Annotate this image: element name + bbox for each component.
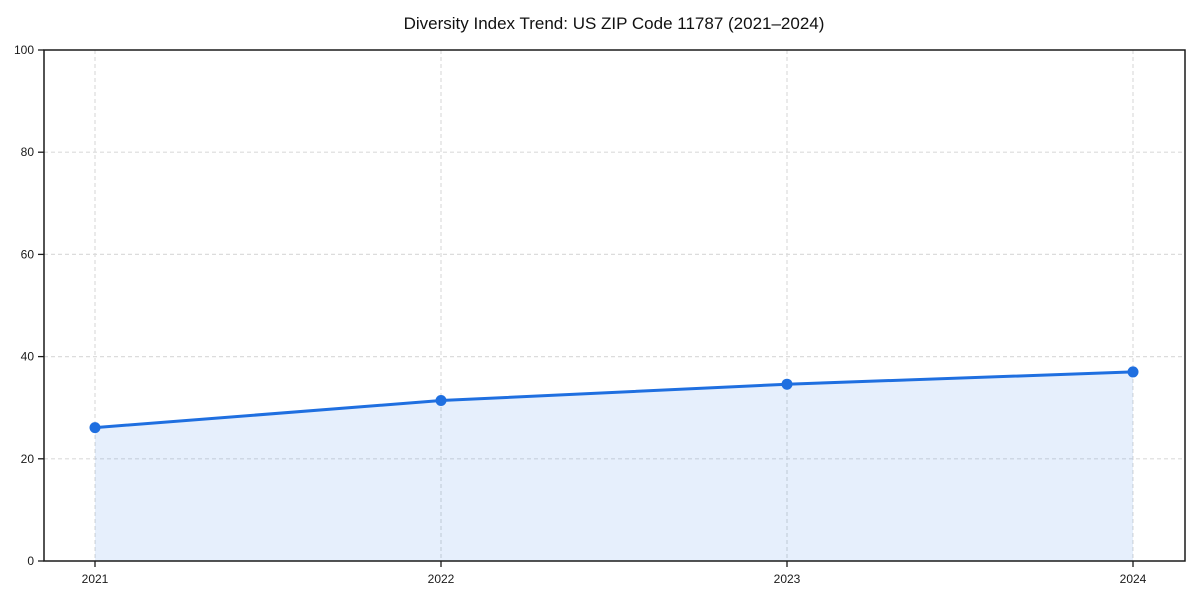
x-tick-label: 2024 — [1120, 572, 1147, 586]
area-fill-group — [95, 371, 1133, 561]
chart-title: Diversity Index Trend: US ZIP Code 11787… — [404, 14, 825, 33]
x-tick-label: 2022 — [428, 572, 455, 586]
x-tick-label: 2021 — [82, 572, 109, 586]
line-series-group — [93, 370, 1135, 430]
axis-ticks-group — [38, 49, 1134, 567]
y-tick-label: 20 — [21, 452, 35, 466]
y-tick-label: 100 — [14, 43, 34, 57]
markers-group — [89, 366, 1139, 434]
gridlines-group — [44, 50, 1185, 561]
axis-labels-group: 0 20 40 60 80 100 2021 2022 2023 2024 — [14, 43, 1147, 586]
plot-border-spines — [43, 49, 1186, 562]
area-fill — [95, 371, 1133, 561]
data-point-marker — [435, 395, 447, 407]
y-tick-label: 0 — [27, 554, 34, 568]
data-point-marker — [781, 378, 793, 390]
y-tick-label: 60 — [21, 247, 35, 261]
trend-line — [93, 370, 1135, 430]
data-point-marker — [89, 422, 101, 434]
y-tick-label: 80 — [21, 145, 35, 159]
data-point-marker — [1127, 366, 1139, 378]
x-tick-label: 2023 — [774, 572, 801, 586]
y-tick-label: 40 — [21, 350, 35, 364]
